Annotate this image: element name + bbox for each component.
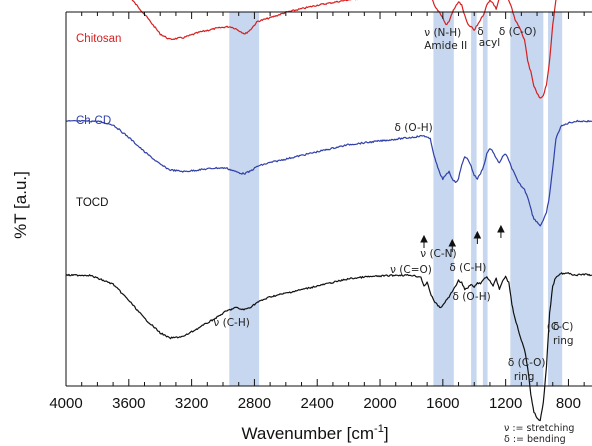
annotation-label: δ (C-O): [508, 357, 546, 369]
band-0: [229, 12, 260, 386]
annotation-label: δ (O-H): [453, 291, 491, 303]
annotation-label: ring: [553, 335, 574, 347]
x-tick-label: 1200: [489, 395, 522, 412]
legend-note-stretching: ν := stretching: [504, 423, 574, 434]
legend-note-bending: δ := bending: [504, 434, 566, 445]
annotation-arrow: [497, 224, 505, 238]
annotation-label: δ: [553, 321, 559, 333]
band-highlights: [229, 12, 563, 386]
band-2: [471, 12, 477, 386]
annotation-label: ν (C-H): [213, 317, 249, 329]
annotation-label: Amide II: [424, 40, 467, 52]
annotation-arrow: [448, 238, 457, 252]
annotation-label: ring: [514, 371, 535, 383]
series-line-chitosan: [131, 0, 557, 99]
x-tick-label: 3200: [175, 395, 208, 412]
x-tick-label: 2800: [238, 395, 271, 412]
annotation-label: ν (C-N): [420, 248, 456, 260]
series-line-tocd: [65, 272, 592, 422]
annotation-label: δ (C-H): [449, 262, 486, 274]
series-line-ch-cd: [65, 119, 592, 227]
annotation-arrow: [473, 230, 482, 244]
annotation-arrow: [420, 234, 428, 248]
annotation-label: ν (N-H): [424, 27, 461, 39]
y-axis-label: %T [a.u.]: [11, 171, 30, 239]
series-label-tocd: TOCD: [76, 197, 108, 209]
x-axis-ticks: 4000 3600 3200 2800 2400 2000 1600 1200 800: [49, 12, 585, 412]
annotation-label: δ (C-O): [499, 26, 537, 38]
annotation-label: (C-C): [547, 321, 574, 333]
annotation-label: acyl: [479, 37, 500, 49]
x-tick-label: 2000: [363, 395, 396, 412]
band-4: [510, 12, 544, 386]
band-3: [482, 12, 488, 386]
x-tick-label: 4000: [49, 395, 82, 412]
x-tick-label: 2400: [301, 395, 334, 412]
x-tick-label: 800: [556, 395, 581, 412]
band-1: [433, 12, 454, 386]
annotation-label: δ: [477, 26, 483, 38]
annotation-label: ν (C=O): [390, 264, 432, 276]
series-lines: Chitosan Ch-CD TOCD: [65, 0, 592, 422]
x-tick-label: 3600: [112, 395, 145, 412]
annotation-label: δ (O-H): [395, 122, 433, 134]
plot-frame: [65, 11, 592, 387]
series-label-chitosan: Chitosan: [76, 33, 121, 45]
series-label-ch-cd: Ch-CD: [76, 115, 111, 127]
x-tick-label: 1600: [426, 395, 459, 412]
x-axis-label: Wavenumber [cm-1]: [241, 423, 388, 443]
